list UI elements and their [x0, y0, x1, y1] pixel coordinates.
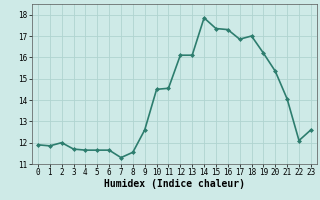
X-axis label: Humidex (Indice chaleur): Humidex (Indice chaleur): [104, 179, 245, 189]
